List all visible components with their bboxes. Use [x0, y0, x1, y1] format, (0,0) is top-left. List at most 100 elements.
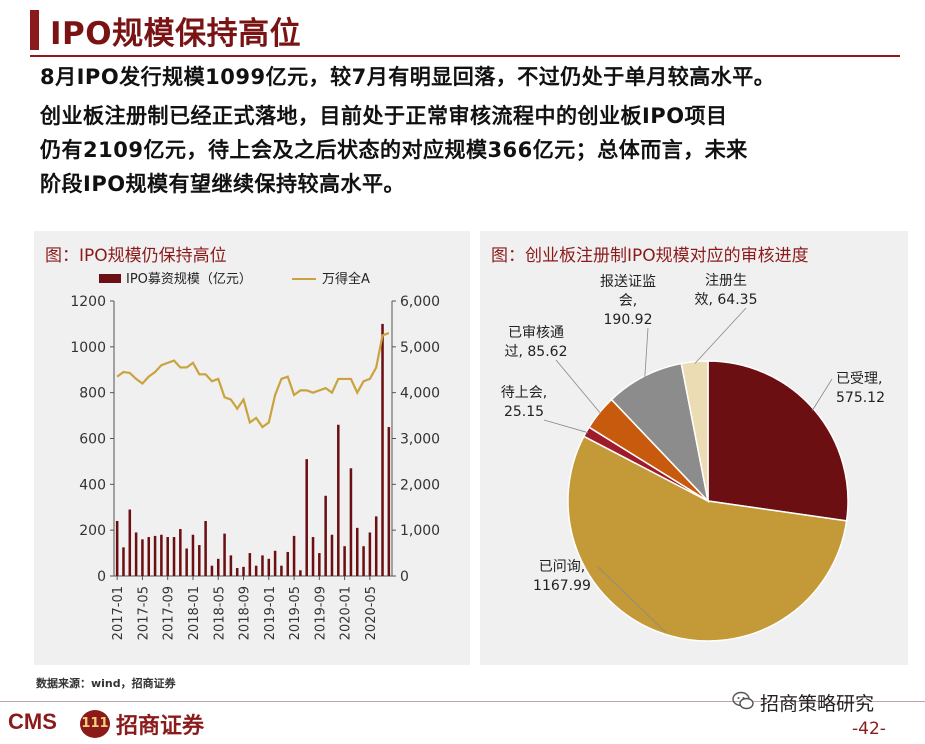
ipo-bar [330, 534, 334, 576]
pie-label: 已审核通 [508, 325, 564, 341]
summary-line-4: 阶段IPO规模有望继续保持较高水平。 [40, 172, 406, 196]
pie-slice [610, 362, 710, 504]
ipo-bar [235, 567, 239, 576]
ipo-bar [191, 534, 195, 576]
index-line [116, 332, 390, 429]
ipo-bar [292, 535, 296, 576]
pie-label: 效, 64.35 [695, 292, 758, 308]
data-source: 数据来源：wind，招商证券 [36, 677, 176, 690]
ipo-bar [318, 553, 321, 576]
legend-label-ipo: IPO募资规模（亿元） [126, 272, 252, 287]
ipo-bar [267, 558, 271, 576]
right-tick-label: 1,000 [400, 523, 440, 539]
cms-logo: CMS 111 招商证券 [8, 708, 258, 740]
pie-leader-line [811, 378, 833, 411]
pie-leader-line [597, 566, 666, 633]
ipo-bar [172, 537, 176, 576]
right-tick-label: 2,000 [400, 477, 440, 493]
legend-swatch-ipo [99, 274, 121, 283]
summary-line-2: 创业板注册制已经正式落地，目前处于正常审核流程中的创业板IPO项目 [40, 104, 728, 128]
pie-label: 575.12 [836, 390, 885, 406]
x-tick-label: 2018-05 [212, 586, 227, 640]
ipo-bar [115, 521, 119, 576]
x-tick-label: 2019-01 [263, 586, 278, 640]
ipo-bar [179, 529, 182, 576]
ipo-bar [324, 495, 327, 576]
pie-label: 报送证监 [600, 274, 656, 290]
ipo-bar [204, 521, 207, 576]
left-tick-label: 400 [79, 477, 106, 493]
x-tick-label: 2017-01 [111, 586, 126, 640]
ipo-bar [337, 424, 340, 576]
summary-paragraph: 创业板注册制已经正式落地，目前处于正常审核流程中的创业板IPO项目 仍有2109… [40, 99, 748, 201]
ipo-bar [368, 532, 372, 576]
ipo-bar [223, 533, 226, 576]
left-tick-label: 0 [97, 569, 106, 585]
ipo-bar [134, 532, 138, 576]
ipo-bar [261, 555, 264, 576]
wechat-account: 招商策略研究 [732, 689, 912, 715]
pie-label: 待上会, [501, 385, 547, 401]
x-tick-label: 2017-09 [162, 586, 177, 640]
left-tick-label: 200 [79, 523, 106, 539]
x-tick-label: 2019-05 [288, 586, 303, 640]
ipo-bar [141, 539, 144, 576]
ipo-bar [185, 548, 188, 576]
ipo-bar [254, 565, 258, 576]
title-bar: IPO规模保持高位 [30, 6, 900, 57]
right-tick-label: 4,000 [400, 386, 440, 402]
ipo-bar [216, 558, 220, 576]
left-tick-label: 1200 [70, 294, 106, 310]
footer-rule [0, 701, 925, 702]
pie-label: 会, [619, 293, 637, 309]
pie-label: 25.15 [504, 404, 544, 420]
left-tick-label: 600 [79, 432, 106, 448]
pie-leader-line [543, 419, 589, 434]
pie-leader-line [555, 359, 602, 415]
wechat-name: 招商策略研究 [760, 693, 875, 715]
ipo-bar [128, 509, 132, 576]
pie-label: 过, 85.62 [505, 344, 568, 360]
ipo-bar [198, 545, 201, 576]
ipo-bar [349, 468, 353, 576]
ipo-bar [273, 550, 277, 576]
pie-label: 已受理, [836, 371, 882, 387]
pie-chart-title: 图：创业板注册制IPO规模对应的审核进度 [491, 246, 809, 266]
x-tick-label: 2020-05 [364, 586, 379, 640]
ipo-bar [311, 537, 315, 576]
ipo-bar [381, 323, 384, 576]
legend-label-index: 万得全A [322, 271, 370, 287]
pie-label: 注册生 [705, 273, 747, 289]
logo-badge: 111 [80, 710, 110, 738]
ipo-chart-panel: 图：IPO规模仍保持高位 IPO募资规模（亿元） 万得全A 0 200 400 600 80… [34, 231, 470, 665]
ipo-bar [299, 570, 302, 576]
pie-label: 已问询, [539, 559, 585, 575]
ipo-bar [210, 565, 214, 576]
ipo-bar [387, 427, 391, 576]
summary-line-3: 仍有2109亿元，待上会及之后状态的对应规模366亿元；总体而言，未来 [40, 138, 748, 162]
pie-leader-line [694, 307, 747, 364]
ipo-bar [166, 537, 169, 576]
x-tick-label: 2019-09 [313, 586, 328, 640]
ipo-chart: IPO募资规模（亿元） 万得全A 0 200 400 600 800 1000 1200 0 1,0… [70, 271, 440, 640]
ipo-bar [248, 553, 252, 576]
ipo-bar [242, 566, 245, 576]
wechat-icon [732, 691, 754, 710]
x-tick-label: 2018-01 [187, 586, 202, 640]
pie-label: 190.92 [604, 312, 653, 328]
ipo-bar [286, 551, 290, 576]
title-accent [30, 10, 39, 50]
ipo-bar [229, 555, 233, 576]
ipo-bar [362, 546, 365, 576]
ipo-bar [305, 459, 308, 576]
ipo-bar [122, 547, 125, 576]
x-tick-label: 2018-09 [238, 586, 253, 640]
pie-label: 1167.99 [533, 578, 591, 594]
right-tick-label: 6,000 [400, 294, 440, 310]
pie-chart-panel: 图：创业板注册制IPO规模对应的审核进度 已受理, 575.12 已问询, 1167.… [480, 231, 908, 665]
right-tick-label: 5,000 [400, 340, 440, 356]
left-tick-label: 1000 [70, 340, 106, 356]
left-tick-label: 800 [79, 386, 106, 402]
ipo-bar [343, 546, 346, 576]
